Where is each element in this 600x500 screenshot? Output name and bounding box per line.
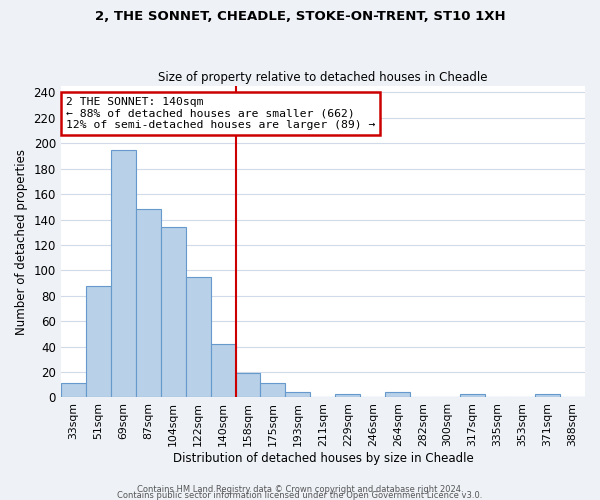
Bar [335,394,361,398]
Text: 2 THE SONNET: 140sqm
← 88% of detached houses are smaller (662)
12% of semi-deta: 2 THE SONNET: 140sqm ← 88% of detached h… [66,97,376,130]
Bar [161,227,185,398]
Bar [236,374,260,398]
Bar [535,394,560,398]
Text: Contains public sector information licensed under the Open Government Licence v3: Contains public sector information licen… [118,490,482,500]
Y-axis label: Number of detached properties: Number of detached properties [15,149,28,335]
Bar [385,392,410,398]
Bar [111,150,136,398]
Text: 2, THE SONNET, CHEADLE, STOKE-ON-TRENT, ST10 1XH: 2, THE SONNET, CHEADLE, STOKE-ON-TRENT, … [95,10,505,23]
Bar [211,344,236,398]
Title: Size of property relative to detached houses in Cheadle: Size of property relative to detached ho… [158,70,488,84]
Text: Contains HM Land Registry data © Crown copyright and database right 2024.: Contains HM Land Registry data © Crown c… [137,484,463,494]
Bar [61,384,86,398]
Bar [136,210,161,398]
Bar [260,384,286,398]
Bar [86,286,111,398]
Bar [185,276,211,398]
Bar [460,394,485,398]
X-axis label: Distribution of detached houses by size in Cheadle: Distribution of detached houses by size … [173,452,473,465]
Bar [286,392,310,398]
